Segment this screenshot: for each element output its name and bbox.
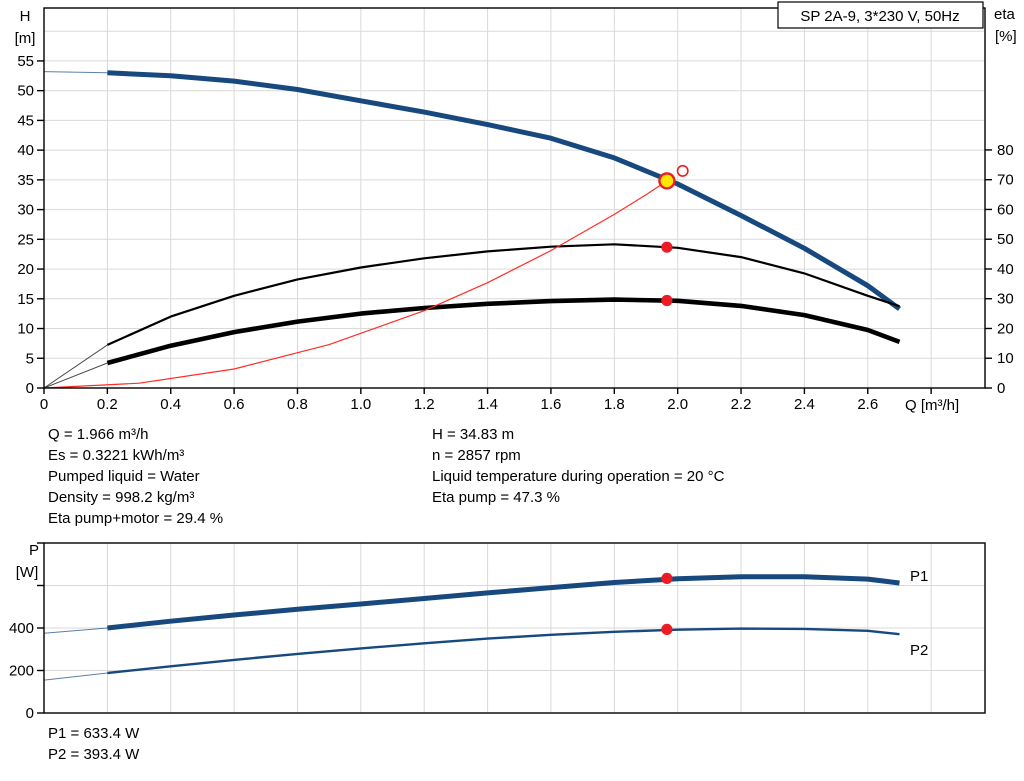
series-labels: P1 P2	[910, 568, 928, 659]
axis-ticks	[37, 542, 44, 714]
svg-text:20: 20	[17, 261, 34, 278]
result-line-es: Es = 0.3221 kWh/m³	[48, 447, 185, 464]
svg-text:80: 80	[997, 142, 1014, 159]
duty-markers	[658, 164, 689, 307]
svg-text:2.0: 2.0	[667, 396, 688, 413]
p1-curve	[43, 574, 900, 634]
svg-text:2.6: 2.6	[857, 396, 878, 413]
result-line-liquid: Pumped liquid = Water	[48, 468, 200, 485]
system-curve	[43, 180, 668, 389]
svg-text:1.8: 1.8	[604, 396, 625, 413]
svg-text:P: P	[29, 542, 39, 559]
svg-text:0: 0	[26, 705, 34, 722]
axis-headers: H [m] eta [%] Q [m³/h]	[15, 6, 1017, 414]
svg-text:2.2: 2.2	[731, 396, 752, 413]
svg-text:20: 20	[997, 320, 1014, 337]
power-results-block: P1 = 633.4 W P2 = 393.4 W	[48, 723, 139, 765]
svg-text:eta: eta	[994, 6, 1016, 23]
axis-ticks	[37, 60, 992, 394]
svg-text:1.2: 1.2	[414, 396, 435, 413]
svg-text:P1: P1	[910, 568, 928, 585]
svg-text:40: 40	[997, 261, 1014, 278]
result-line-density: Density = 998.2 kg/m³	[48, 489, 195, 506]
title-box: SP 2A-9, 3*230 V, 50Hz	[777, 1, 984, 29]
svg-text:30: 30	[997, 291, 1014, 308]
svg-text:70: 70	[997, 172, 1014, 189]
result-line-eta-pump: Eta pump = 47.3 %	[432, 489, 560, 506]
svg-text:30: 30	[17, 202, 34, 219]
svg-text:2.4: 2.4	[794, 396, 815, 413]
svg-text:0: 0	[997, 380, 1005, 397]
plot-frame	[43, 7, 986, 389]
duty-markers	[661, 572, 673, 636]
result-line-p1: P1 = 633.4 W	[48, 725, 140, 742]
result-line-q: Q = 1.966 m³/h	[48, 426, 149, 443]
svg-text:50: 50	[17, 83, 34, 100]
grid-lines	[44, 543, 985, 713]
duty-point-marker	[658, 172, 676, 190]
axis-tick-labels: 0 200 400	[9, 620, 34, 722]
svg-text:45: 45	[17, 112, 34, 129]
svg-text:[W]: [W]	[16, 564, 39, 581]
hq-chart: 0 0.2 0.4 0.6 0.8 1.0 1.2 1.4 1.6 1.8 2.0 2.2 2.4 2.6…	[15, 6, 1017, 414]
svg-text:0.6: 0.6	[224, 396, 245, 413]
svg-text:400: 400	[9, 620, 34, 637]
result-line-temp: Liquid temperature during operation = 20…	[432, 468, 725, 485]
svg-text:200: 200	[9, 663, 34, 680]
svg-text:10: 10	[17, 321, 34, 338]
p1-marker	[661, 572, 673, 585]
svg-text:0.8: 0.8	[287, 396, 308, 413]
eta-pump-curve	[43, 243, 900, 389]
grid-lines	[44, 8, 985, 388]
svg-text:SP 2A-9, 3*230 V, 50Hz: SP 2A-9, 3*230 V, 50Hz	[800, 8, 959, 25]
svg-text:0: 0	[40, 396, 48, 413]
svg-text:Q [m³/h]: Q [m³/h]	[905, 397, 959, 414]
svg-text:H: H	[20, 8, 31, 25]
svg-text:5: 5	[26, 350, 34, 367]
svg-text:0: 0	[26, 380, 34, 397]
svg-text:0.4: 0.4	[160, 396, 181, 413]
duty-results-block-2: H = 34.83 m n = 2857 rpm Liquid temperat…	[432, 424, 724, 508]
power-chart: 0 200 400 P [W] P1 P2	[9, 542, 986, 722]
result-line-eta-pump-motor: Eta pump+motor = 29.4 %	[48, 510, 224, 527]
svg-text:55: 55	[17, 53, 34, 70]
svg-text:[m]: [m]	[15, 30, 36, 47]
p2-marker	[661, 623, 673, 636]
result-line-h: H = 34.83 m	[432, 426, 515, 443]
result-line-n: n = 2857 rpm	[432, 447, 521, 464]
eta-pump-marker	[661, 241, 673, 253]
pump-curve	[43, 70, 901, 311]
svg-text:15: 15	[17, 291, 34, 308]
svg-text:[%]: [%]	[995, 28, 1017, 45]
axis-headers: P [W]	[16, 542, 39, 581]
axis-tick-labels: 0 0.2 0.4 0.6 0.8 1.0 1.2 1.4 1.6 1.8 2.0 2.2 2.4 2.6…	[17, 53, 1013, 413]
svg-text:P2: P2	[910, 642, 928, 659]
svg-text:1.0: 1.0	[350, 396, 371, 413]
duty-results-block: Q = 1.966 m³/h Es = 0.3221 kWh/m³ Pumped…	[48, 424, 223, 529]
svg-text:40: 40	[17, 142, 34, 159]
p2-curve	[43, 627, 900, 681]
svg-text:60: 60	[997, 201, 1014, 218]
svg-text:0.2: 0.2	[97, 396, 118, 413]
eta-pump-motor-marker	[661, 294, 673, 307]
svg-text:10: 10	[997, 350, 1014, 367]
svg-text:1.6: 1.6	[541, 396, 562, 413]
requested-duty-marker	[676, 164, 689, 177]
svg-text:50: 50	[997, 231, 1014, 248]
svg-text:25: 25	[17, 231, 34, 248]
svg-text:1.4: 1.4	[477, 396, 498, 413]
eta-pump-motor-curve	[43, 297, 901, 389]
result-line-p2: P2 = 393.4 W	[48, 746, 140, 763]
svg-text:35: 35	[17, 172, 34, 189]
